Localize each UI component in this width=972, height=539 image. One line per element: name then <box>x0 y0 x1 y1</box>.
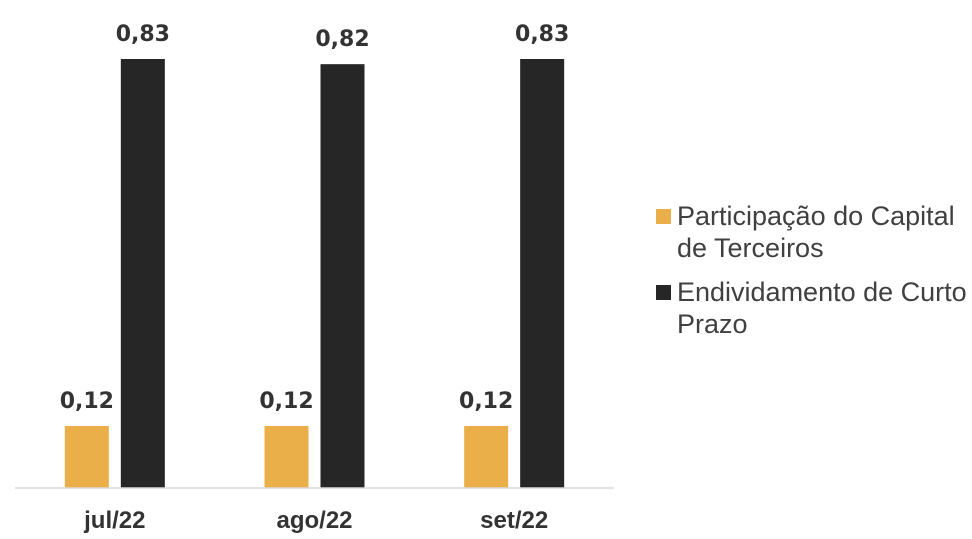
data-label-s0-set-22: 0,12 <box>459 389 513 414</box>
data-label-s1-set-22: 0,83 <box>515 22 569 47</box>
legend-swatch-participacao <box>656 209 671 224</box>
legend-item-endividamento: Endividamento de Curto Prazo <box>656 276 972 340</box>
x-tick-label-ago-22: ago/22 <box>276 507 352 534</box>
bar-s1-jul-22 <box>120 59 165 488</box>
data-label-s0-ago-22: 0,12 <box>259 389 313 414</box>
bar-s0-jul-22 <box>64 425 109 488</box>
bar-s1-ago-22 <box>320 64 365 489</box>
legend-item-participacao: Participação do Capital de Terceiros <box>656 200 972 264</box>
bar-s0-set-22 <box>464 425 509 488</box>
legend: Participação do Capital de Terceiros End… <box>656 200 972 352</box>
legend-label-endividamento: Endividamento de Curto Prazo <box>677 277 967 339</box>
x-tick-label-set-22: set/22 <box>480 507 548 534</box>
legend-swatch-endividamento <box>656 285 671 300</box>
data-label-s1-ago-22: 0,82 <box>315 27 369 52</box>
data-label-s1-jul-22: 0,83 <box>116 22 170 47</box>
legend-label-participacao: Participação do Capital de Terceiros <box>677 201 955 263</box>
x-tick-label-jul-22: jul/22 <box>83 507 145 534</box>
x-tick-labels: jul/22 ago/22 set/22 <box>83 507 548 534</box>
bars-group: 0,12 0,83 0,12 0,82 0,12 0,83 <box>60 22 569 489</box>
bar-s0-ago-22 <box>264 425 309 488</box>
bar-s1-set-22 <box>520 59 565 488</box>
data-label-s0-jul-22: 0,12 <box>60 389 114 414</box>
